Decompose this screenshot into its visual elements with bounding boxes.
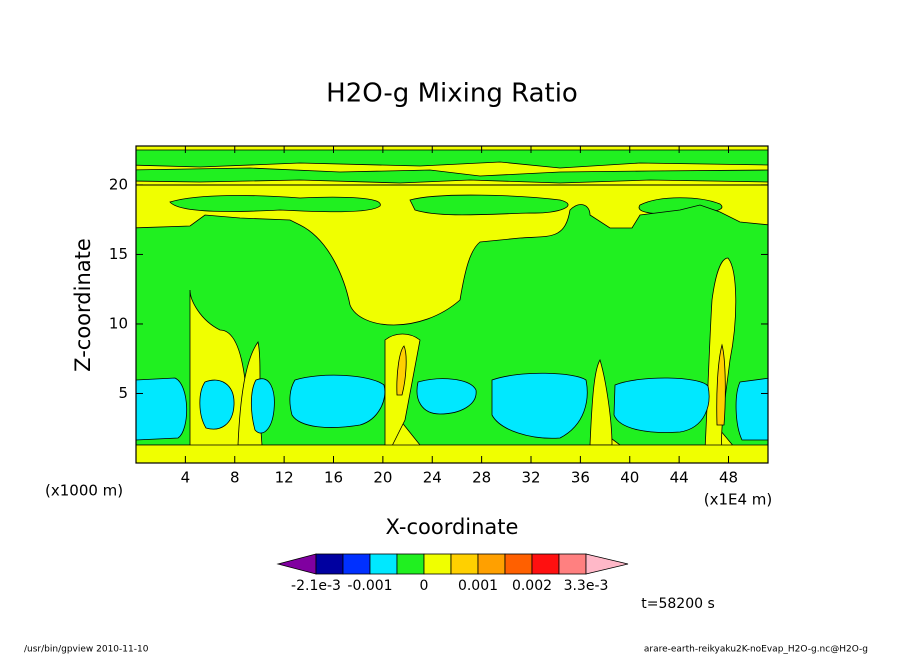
colorbar-box [558,553,587,575]
chart-title: H2O-g Mixing Ratio [326,79,578,109]
colorbar-box [315,553,344,575]
colorbar-box [423,553,452,575]
y-tick-label: 10 [109,314,128,332]
colorbar-label: 0 [420,578,429,594]
colorbar-label: 0.001 [458,578,498,594]
colorbar-end [276,553,317,575]
y-tick-label: 15 [109,245,128,263]
x-tick-label: 24 [423,469,442,487]
colorbar-label: -0.001 [347,578,392,594]
y-axis-label: Z-coordinate [71,238,95,372]
x-tick-label: 44 [670,469,689,487]
footer-left: /usr/bin/gpview 2010-11-10 [24,645,149,654]
x-tick-label: 40 [620,469,639,487]
x-tick-label: 32 [521,469,540,487]
footer-right: arare-earth-reikyaku2K-noEvap_H2O-g.nc@H… [644,645,868,654]
time-annotation: t=58200 s [641,596,715,612]
colorbar-label: 3.3e-3 [564,578,609,594]
colorbar-box [477,553,506,575]
x-tick-label: 28 [472,469,491,487]
colorbar-label: -2.1e-3 [291,578,341,594]
colorbar-box [396,553,425,575]
colorbar-box [342,553,371,575]
colorbar-end [585,553,629,575]
x-axis-label: X-coordinate [386,515,519,539]
x-unit: (x1E4 m) [704,491,773,509]
colorbar-box [450,553,479,575]
y-tick-label: 20 [109,175,128,193]
x-tick-label: 16 [324,469,343,487]
x-tick-label: 48 [719,469,738,487]
plot-frame [135,145,769,464]
colorbar-box [369,553,398,575]
x-tick-label: 4 [181,469,191,487]
colorbar-label: 0.002 [512,578,552,594]
x-tick-label: 36 [571,469,590,487]
x-tick-label: 20 [373,469,392,487]
y-tick-label: 5 [118,384,128,402]
x-tick-label: 8 [230,469,240,487]
x-tick-label: 12 [275,469,294,487]
colorbar-box [504,553,533,575]
y-unit: (x1000 m) [45,482,123,500]
colorbar-box [531,553,560,575]
contour-field [136,146,768,463]
